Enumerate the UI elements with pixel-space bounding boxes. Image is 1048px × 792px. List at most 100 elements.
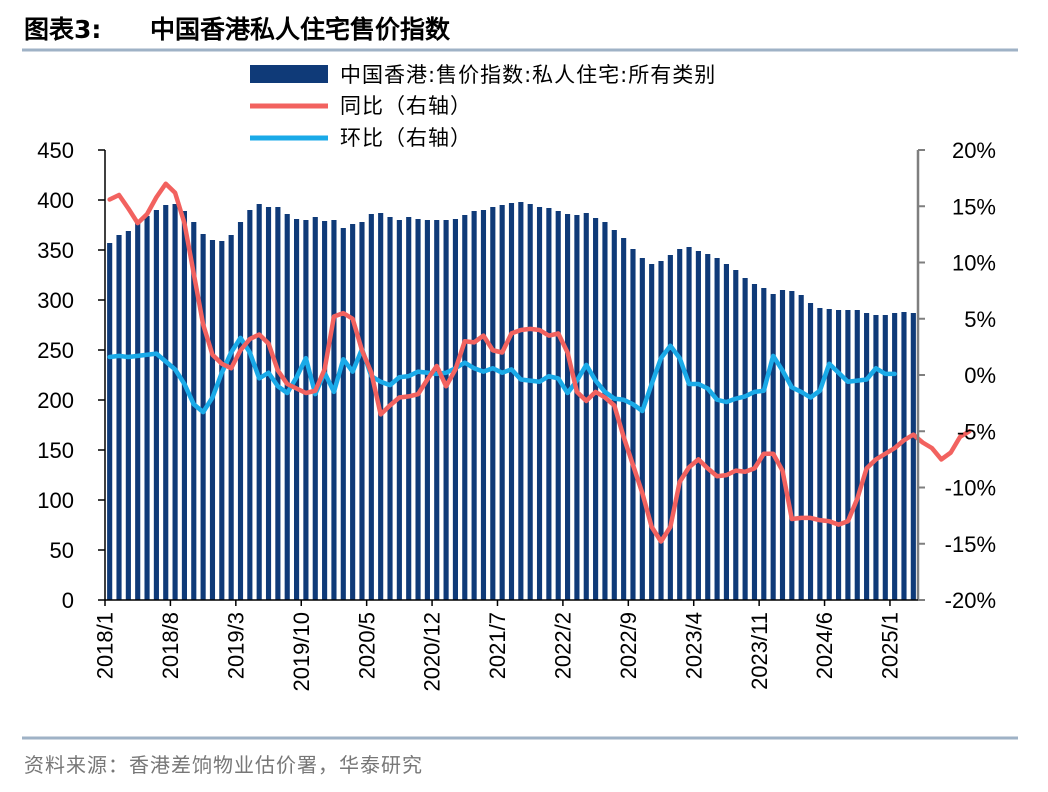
index-bar	[798, 295, 804, 600]
index-bar	[434, 220, 440, 600]
x-tick-label: 2020/12	[420, 612, 445, 692]
legend-label-index: 中国香港:售价指数:私人住宅:所有类别	[340, 63, 716, 87]
index-bar	[751, 284, 758, 600]
x-tick-label: 2021/7	[485, 612, 510, 679]
index-bar	[892, 313, 898, 600]
right-tick-label: -10%	[945, 476, 996, 501]
right-tick-label: -15%	[945, 532, 996, 557]
index-bar	[583, 213, 589, 600]
index-bar	[621, 238, 627, 600]
left-tick-label: 150	[37, 438, 74, 463]
left-tick-label: 350	[37, 238, 74, 263]
index-bar	[658, 261, 664, 600]
source-note: 资料来源：香港差饷物业估价署，华泰研究	[24, 753, 423, 777]
index-bar	[135, 222, 141, 600]
index-bar	[116, 235, 122, 600]
x-tick-label: 2023/11	[747, 612, 772, 690]
index-bar	[237, 222, 244, 600]
left-tick-label: 400	[37, 188, 74, 213]
right-tick-label: 0%	[964, 363, 996, 388]
mom-line	[107, 335, 897, 415]
index-bar	[219, 241, 225, 600]
figure-label: 图表3:	[24, 15, 101, 44]
index-bar	[854, 310, 860, 600]
legend-bar-swatch	[250, 65, 328, 83]
index-bar	[611, 230, 617, 600]
left-axis-ticks: 0 50 100 150 200 250 300 350 400 450	[37, 138, 105, 613]
index-bar	[209, 240, 216, 600]
index-bar	[845, 310, 851, 600]
index-bar	[817, 308, 823, 600]
index-bar	[667, 255, 673, 600]
index-bar	[602, 222, 608, 600]
index-bar	[424, 220, 430, 600]
index-bar	[789, 291, 795, 600]
index-bar	[770, 294, 776, 600]
index-bar	[686, 247, 692, 600]
right-tick-label: -20%	[945, 588, 996, 613]
index-bar	[275, 207, 281, 600]
index-bar	[723, 264, 729, 600]
index-bar	[518, 202, 524, 600]
right-axis-ticks: -20% -15% -10% -5% 0% 5% 10% 15% 20%	[918, 138, 996, 613]
index-bar	[350, 224, 356, 600]
x-axis-ticks: 2018/1 2018/8 2019/3 2019/10 2020/5 2020/12 20…	[93, 600, 903, 692]
index-bar	[125, 231, 131, 600]
index-bar	[499, 205, 505, 600]
left-tick-label: 200	[37, 388, 74, 413]
index-bar	[452, 219, 458, 600]
index-bar	[443, 220, 449, 600]
x-tick-label: 2018/1	[93, 612, 118, 679]
right-tick-label: 20%	[952, 138, 996, 163]
x-tick-label: 2019/10	[289, 612, 314, 692]
bar-series	[107, 202, 916, 600]
index-bar	[368, 214, 374, 600]
index-bar	[303, 220, 309, 600]
left-tick-label: 0	[62, 588, 74, 613]
index-bar	[265, 207, 272, 600]
index-bar	[284, 214, 290, 600]
index-bar	[649, 264, 655, 600]
index-bar	[331, 220, 337, 600]
x-tick-label: 2020/5	[354, 612, 379, 679]
x-tick-label: 2024/6	[812, 612, 837, 679]
index-bar	[901, 312, 907, 600]
index-bar	[779, 290, 786, 600]
index-bar	[322, 221, 328, 600]
x-tick-label: 2022/2	[551, 612, 576, 679]
index-bar	[191, 222, 197, 600]
x-tick-label: 2022/9	[616, 612, 641, 679]
left-tick-label: 250	[37, 338, 74, 363]
line-series	[107, 181, 972, 544]
index-bar	[536, 207, 543, 600]
index-bar	[882, 315, 888, 600]
yoy-line	[107, 181, 972, 544]
index-bar	[761, 288, 767, 600]
index-bar	[107, 243, 113, 600]
x-tick-label: 2019/3	[224, 612, 249, 679]
left-tick-label: 450	[37, 138, 74, 163]
index-bar	[807, 303, 814, 600]
legend-label-mom: 环比（右轴）	[340, 126, 472, 150]
index-bar	[340, 228, 346, 600]
index-bar	[415, 219, 421, 600]
index-bar	[163, 205, 169, 600]
index-bar	[508, 203, 515, 600]
x-tick-label: 2025/1	[878, 612, 903, 679]
index-bar	[527, 204, 533, 600]
x-tick-label: 2018/8	[158, 612, 183, 679]
index-bar	[200, 234, 206, 600]
legend: 中国香港:售价指数:私人住宅:所有类别 同比（右轴） 环比（右轴）	[250, 63, 716, 150]
index-bar	[593, 218, 599, 600]
index-bar	[181, 211, 187, 600]
index-bar	[910, 313, 916, 600]
x-tick-label: 2023/4	[681, 612, 706, 679]
index-bar	[742, 278, 748, 600]
index-bar	[256, 204, 262, 600]
index-bar	[172, 204, 178, 600]
index-bar	[312, 217, 318, 600]
index-bar	[359, 222, 365, 600]
figure-title: 中国香港私人住宅售价指数	[150, 15, 451, 44]
index-bar	[836, 310, 842, 600]
